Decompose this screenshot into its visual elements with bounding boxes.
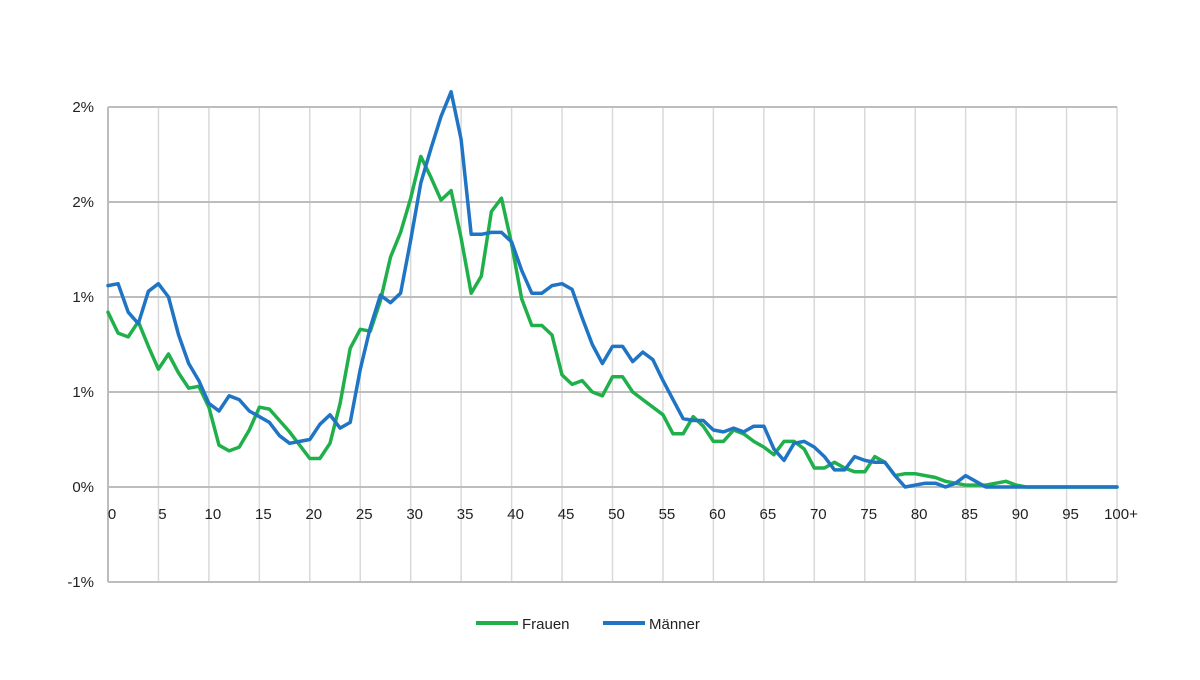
x-tick-label: 5 bbox=[158, 506, 166, 523]
x-tick-label: 50 bbox=[608, 506, 625, 523]
x-tick-label: 15 bbox=[255, 506, 272, 523]
x-tick-label: 85 bbox=[961, 506, 978, 523]
x-tick-label: 80 bbox=[911, 506, 928, 523]
series-lines bbox=[106, 90, 1119, 489]
y-tick-label: 1% bbox=[72, 289, 94, 306]
x-tick-label: 30 bbox=[406, 506, 423, 523]
x-tick-label: 95 bbox=[1062, 506, 1079, 523]
x-tick-label: 10 bbox=[205, 506, 222, 523]
x-tick-label: 40 bbox=[507, 506, 524, 523]
y-tick-label: 2% bbox=[72, 194, 94, 211]
legend-label: Männer bbox=[649, 616, 700, 633]
x-tick-label: 55 bbox=[659, 506, 676, 523]
series-line-frauen bbox=[106, 154, 1119, 489]
axes: -1% 0% 1% 1% 2% 2% 0 5 10 15 20 25 30 35 40 45 50 55 60 65 7… bbox=[67, 99, 1138, 591]
legend-label: Frauen bbox=[522, 616, 570, 633]
legend: Frauen Männer bbox=[476, 616, 700, 633]
x-tick-label: 60 bbox=[709, 506, 726, 523]
x-tick-label: 100+ bbox=[1104, 506, 1138, 523]
x-tick-label: 90 bbox=[1012, 506, 1029, 523]
y-tick-label: -1% bbox=[67, 574, 94, 591]
gridlines bbox=[107, 106, 1118, 583]
x-tick-label: 20 bbox=[305, 506, 322, 523]
x-tick-label: 0 bbox=[108, 506, 116, 523]
x-tick-label: 35 bbox=[457, 506, 474, 523]
x-tick-label: 75 bbox=[860, 506, 877, 523]
y-tick-label: 1% bbox=[72, 384, 94, 401]
y-tick-label: 0% bbox=[72, 479, 94, 496]
x-tick-label: 45 bbox=[558, 506, 575, 523]
x-tick-label: 65 bbox=[760, 506, 777, 523]
x-tick-label: 70 bbox=[810, 506, 827, 523]
series-line-männer bbox=[106, 90, 1119, 489]
x-tick-label: 25 bbox=[356, 506, 373, 523]
y-tick-label: 2% bbox=[72, 99, 94, 116]
